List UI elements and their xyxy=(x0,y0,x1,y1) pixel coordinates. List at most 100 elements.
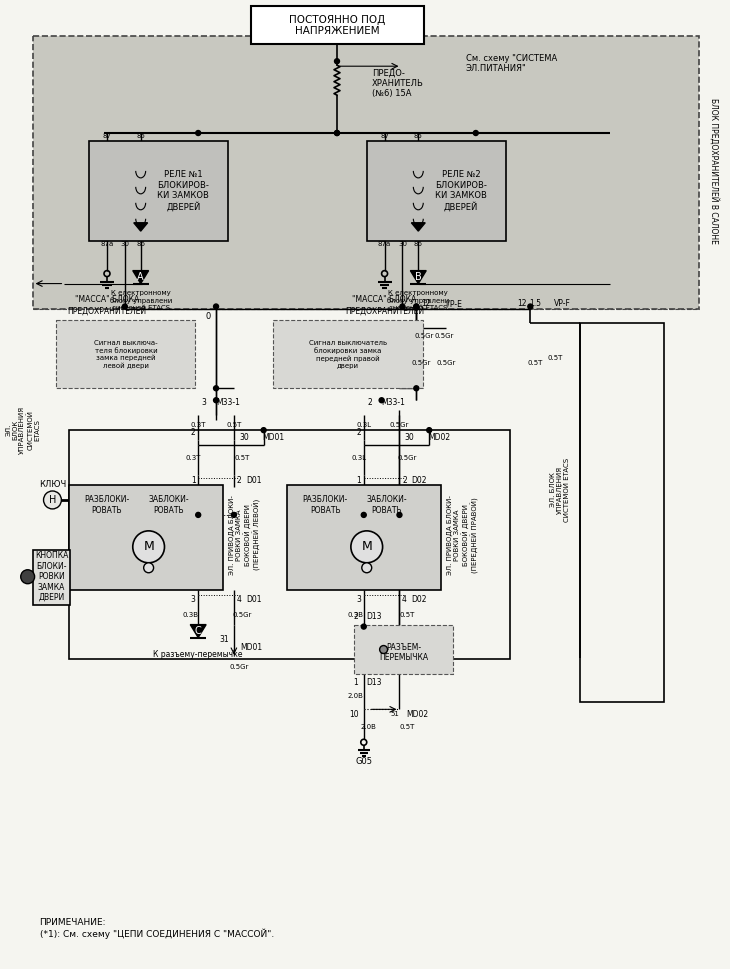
Bar xyxy=(366,141,506,240)
Text: 2: 2 xyxy=(191,427,196,437)
Circle shape xyxy=(414,304,419,309)
Text: 3: 3 xyxy=(191,595,196,604)
Text: 2.0B: 2.0B xyxy=(348,694,364,700)
Text: К електронному
блогу управлени
систеной ETACS: К електронному блогу управлени систеной … xyxy=(110,290,172,311)
Text: РАЗЪЕМ-
ПЕРЕМЫЧКА: РАЗЪЕМ- ПЕРЕМЫЧКА xyxy=(379,642,428,662)
Text: 0.5T: 0.5T xyxy=(234,455,250,461)
Circle shape xyxy=(334,131,339,136)
Text: РАЗБЛОКИ-
РОВАТЬ: РАЗБЛОКИ- РОВАТЬ xyxy=(85,495,130,515)
Text: 0.5T: 0.5T xyxy=(400,724,415,731)
Polygon shape xyxy=(191,625,206,638)
Text: 86: 86 xyxy=(137,240,145,247)
Circle shape xyxy=(334,59,339,64)
Text: К електронному
блогу управлени
снотеной ETACS: К електронному блогу управлени снотеной … xyxy=(387,290,450,311)
Text: MD01: MD01 xyxy=(263,432,285,442)
Text: 30: 30 xyxy=(239,432,249,442)
Polygon shape xyxy=(133,270,149,284)
Circle shape xyxy=(334,131,339,136)
Text: РЕЛЕ №1
БЛОКИРОВ-
КИ ЗАМКОВ
ДВЕРЕЙ: РЕЛЕ №1 БЛОКИРОВ- КИ ЗАМКОВ ДВЕРЕЙ xyxy=(158,171,210,211)
Circle shape xyxy=(144,563,153,573)
Text: D01: D01 xyxy=(246,476,261,484)
Circle shape xyxy=(20,570,34,583)
Text: 1: 1 xyxy=(356,476,361,484)
Text: 31: 31 xyxy=(219,635,228,644)
Circle shape xyxy=(196,131,201,136)
Polygon shape xyxy=(134,223,147,232)
Text: 0.3T: 0.3T xyxy=(185,455,201,461)
Text: H: H xyxy=(49,495,56,505)
Circle shape xyxy=(361,624,366,629)
Circle shape xyxy=(123,304,127,309)
Text: ЭЛ. ПРИВОДА БЛОКИ-
РОВКИ ЗАМКА
БОКОВОЙ ДВЕРИ
(ПЕРЕДНЕЙ ЛЕВОЙ): ЭЛ. ПРИВОДА БЛОКИ- РОВКИ ЗАМКА БОКОВОЙ Д… xyxy=(229,495,261,575)
Bar xyxy=(288,485,441,590)
Text: 0.5T: 0.5T xyxy=(548,356,563,361)
Text: M33-1: M33-1 xyxy=(216,397,240,407)
Text: D13: D13 xyxy=(366,612,382,621)
Bar xyxy=(354,625,453,674)
Text: 3: 3 xyxy=(356,595,361,604)
Text: РЕЛЕ №2
БЛОКИРОВ-
КИ ЗАМКОВ
ДВЕРЕЙ: РЕЛЕ №2 БЛОКИРОВ- КИ ЗАМКОВ ДВЕРЕЙ xyxy=(435,171,487,211)
Circle shape xyxy=(231,513,237,517)
Text: К разъему-перемычке: К разъему-перемычке xyxy=(153,650,243,659)
Text: 0.3B: 0.3B xyxy=(347,611,364,617)
Text: 51: 51 xyxy=(390,711,399,717)
Circle shape xyxy=(44,491,61,509)
Circle shape xyxy=(379,397,384,403)
Text: 0.5Gr: 0.5Gr xyxy=(390,422,409,428)
Circle shape xyxy=(361,513,366,517)
Circle shape xyxy=(351,531,383,563)
Text: D13: D13 xyxy=(366,678,382,687)
Text: 12: 12 xyxy=(518,299,527,308)
Text: 4: 4 xyxy=(402,595,407,604)
Text: MD02: MD02 xyxy=(428,432,450,442)
Bar xyxy=(33,549,70,605)
Circle shape xyxy=(400,304,405,309)
Text: 2: 2 xyxy=(356,427,361,437)
Text: 0.5Gr: 0.5Gr xyxy=(229,665,248,671)
Text: 2: 2 xyxy=(353,612,358,621)
Text: 0.5Gr: 0.5Gr xyxy=(437,360,456,366)
Text: C: C xyxy=(195,626,201,636)
Polygon shape xyxy=(410,270,426,284)
Text: КНОПКА
БЛОКИ-
РОВКИ
ЗАМКА
ДВЕРИ: КНОПКА БЛОКИ- РОВКИ ЗАМКА ДВЕРИ xyxy=(35,551,68,602)
Text: 0: 0 xyxy=(205,312,211,321)
Text: 87: 87 xyxy=(102,133,112,139)
Text: 30: 30 xyxy=(404,432,414,442)
Bar xyxy=(33,36,699,308)
Text: B: B xyxy=(415,271,422,282)
Text: 3: 3 xyxy=(201,397,207,407)
Text: 0.5Gr: 0.5Gr xyxy=(232,611,252,617)
Circle shape xyxy=(261,427,266,432)
Text: См. схему "СИСТЕМА
ЭЛ.ПИТАНИЯ": См. схему "СИСТЕМА ЭЛ.ПИТАНИЯ" xyxy=(466,53,557,73)
Text: M: M xyxy=(361,541,372,553)
Text: Сигнал выключатель
блокировки замка
передней правой
двери: Сигнал выключатель блокировки замка пере… xyxy=(309,340,387,368)
Circle shape xyxy=(427,427,431,432)
Text: 1.5: 1.5 xyxy=(529,299,541,308)
Text: VP-F: VP-F xyxy=(553,299,570,308)
Text: 2: 2 xyxy=(367,397,372,407)
Text: 0.3L: 0.3L xyxy=(356,422,372,428)
Bar xyxy=(272,321,423,389)
Text: 30: 30 xyxy=(120,240,129,247)
Text: 30: 30 xyxy=(398,240,407,247)
Text: I/P-E: I/P-E xyxy=(445,299,462,308)
Circle shape xyxy=(380,645,388,653)
Text: 0.5T: 0.5T xyxy=(226,422,242,428)
Circle shape xyxy=(528,304,533,309)
Text: D02: D02 xyxy=(412,595,427,604)
Text: 0.5Gr: 0.5Gr xyxy=(434,333,454,339)
Text: M33-1: M33-1 xyxy=(382,397,405,407)
Text: "МАССА" БЛОКА
ПРЕДОХРАНИТЕЛЕЙ: "МАССА" БЛОКА ПРЕДОХРАНИТЕЛЕЙ xyxy=(67,296,147,316)
Text: D02: D02 xyxy=(412,476,427,484)
Circle shape xyxy=(362,563,372,573)
Text: 4: 4 xyxy=(237,595,242,604)
Text: 87: 87 xyxy=(380,133,389,139)
Bar xyxy=(89,141,228,240)
Circle shape xyxy=(214,386,218,391)
Text: 1: 1 xyxy=(353,678,358,687)
Text: Сигнал выключа-
теля блокировки
замка передней
левой двери: Сигнал выключа- теля блокировки замка пе… xyxy=(94,340,158,369)
Text: A: A xyxy=(137,271,144,282)
Text: ЭЛ. ПРИВОДА БЛОКИ-
РОВКИ ЗАМКА
БОКОВОЙ ДВЕРИ
(ПЕРЕДНЕЙ ПРАВОЙ): ЭЛ. ПРИВОДА БЛОКИ- РОВКИ ЗАМКА БОКОВОЙ Д… xyxy=(447,495,479,575)
Circle shape xyxy=(473,131,478,136)
Polygon shape xyxy=(411,223,426,232)
